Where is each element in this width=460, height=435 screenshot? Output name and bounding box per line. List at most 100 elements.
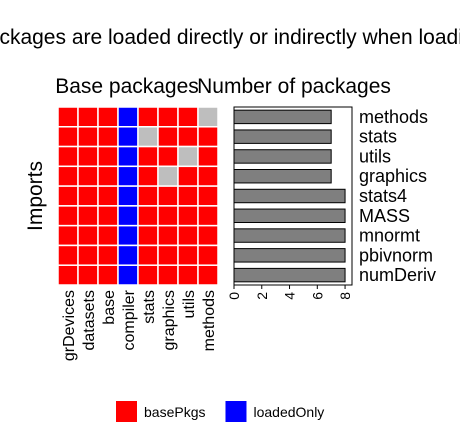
heatmap-column-label: stats [141, 290, 158, 324]
heatmap-cell [57, 165, 79, 187]
bar-category-label: stats4 [359, 186, 407, 206]
heatmap-cell [177, 106, 199, 128]
barchart-panel: Number of packages methodsstatsutilsgrap… [197, 75, 436, 300]
heatmap-cell [137, 106, 159, 128]
bar [233, 129, 332, 144]
heatmap-cell [77, 165, 99, 187]
bar [233, 188, 346, 204]
heatmap-cells [57, 106, 219, 286]
figure-suptitle: Packages are loaded directly or indirect… [0, 26, 460, 49]
bar [233, 228, 346, 243]
heatmap-cell [157, 224, 179, 247]
x-axis-tick-label: 8 [337, 292, 353, 300]
heatmap-cell [177, 165, 199, 187]
barchart-title: Number of packages [197, 75, 391, 98]
heatmap-cell [117, 185, 139, 207]
bar-category-label: methods [359, 107, 428, 127]
bar [233, 208, 346, 224]
heatmap-column-label: compiler [121, 289, 138, 350]
heatmap-cell [77, 126, 99, 148]
heatmap-cell [97, 145, 119, 168]
heatmap-column-label: utils [181, 290, 198, 318]
heatmap-panel: Base packages Imports grDevices datasets b… [24, 75, 219, 361]
heatmap-cell [137, 126, 159, 148]
bar-category-label: mnormt [359, 226, 420, 246]
heatmap-cell [157, 205, 179, 227]
heatmap-cell [97, 244, 119, 266]
heatmap-cell [157, 106, 179, 128]
heatmap-cell [177, 185, 199, 207]
heatmap-cell [197, 126, 219, 148]
heatmap-cell [137, 205, 159, 227]
heatmap-cell [97, 264, 119, 286]
heatmap-cell [97, 106, 119, 128]
heatmap-column-labels: grDevices datasets base compiler stats graphi… [61, 289, 218, 361]
heatmap-cell [97, 185, 119, 207]
heatmap-cell [177, 224, 199, 247]
heatmap-cell [57, 126, 79, 148]
heatmap-cell [57, 145, 79, 168]
heatmap-cell [117, 126, 139, 148]
heatmap-cell [177, 244, 199, 266]
heatmap-cell [137, 145, 159, 168]
heatmap-cell [197, 205, 219, 227]
heatmap-cell [157, 165, 179, 187]
heatmap-cell [97, 205, 119, 227]
heatmap-cell [137, 264, 159, 286]
heatmap-cell [57, 264, 79, 286]
bar [233, 248, 346, 263]
bar [233, 168, 332, 184]
x-axis-tick-label: 2 [254, 292, 270, 300]
heatmap-cell [117, 106, 139, 128]
heatmap-cell [57, 244, 79, 266]
heatmap-cell [177, 264, 199, 286]
x-axis-tick-label: 6 [309, 292, 325, 300]
bar-category-label: pbivnorm [359, 245, 433, 265]
heatmap-cell [137, 244, 159, 266]
heatmap-ylabel: Imports [24, 161, 47, 231]
heatmap-cell [157, 185, 179, 207]
heatmap-column-label: base [101, 290, 118, 325]
bar-category-label: stats [359, 127, 397, 147]
legend-label: loadedOnly [253, 404, 324, 420]
heatmap-cell [77, 264, 99, 286]
heatmap-cell [77, 205, 99, 227]
heatmap-cell [197, 165, 219, 187]
heatmap-column-label: methods [201, 290, 218, 351]
bar-category-label: graphics [359, 166, 427, 186]
heatmap-cell [77, 106, 99, 128]
heatmap-cell [77, 145, 99, 168]
heatmap-cell [137, 185, 159, 207]
heatmap-cell [117, 145, 139, 168]
heatmap-cell [197, 145, 219, 168]
heatmap-cell [117, 224, 139, 247]
heatmap-cell [197, 185, 219, 207]
heatmap-cell [157, 264, 179, 286]
heatmap-cell [197, 244, 219, 266]
bar [233, 149, 332, 164]
bar-marks [233, 109, 346, 283]
legend: basePkgs loadedOnly [116, 401, 324, 422]
bar-x-axis: 0 2 4 6 8 [226, 285, 353, 300]
bar-category-labels: methodsstatsutilsgraphicsstats4MASSmnorm… [359, 107, 436, 285]
legend-label: basePkgs [144, 404, 205, 420]
bar [233, 267, 346, 283]
heatmap-cell [97, 224, 119, 247]
x-axis-tick-label: 4 [282, 292, 298, 300]
bar-category-label: MASS [359, 206, 410, 226]
heatmap-cell [97, 165, 119, 187]
heatmap-cell [137, 165, 159, 187]
heatmap-title: Base packages [55, 75, 199, 98]
heatmap-cell [137, 224, 159, 247]
legend-swatch [116, 401, 137, 422]
heatmap-cell [197, 106, 219, 128]
heatmap-column-label: grDevices [61, 290, 78, 361]
bar-category-label: utils [359, 146, 391, 166]
heatmap-cell [157, 145, 179, 168]
heatmap-column-label: datasets [81, 290, 98, 350]
heatmap-cell [157, 244, 179, 266]
heatmap-cell [197, 264, 219, 286]
bar [233, 109, 332, 125]
heatmap-column-label: graphics [161, 290, 178, 350]
